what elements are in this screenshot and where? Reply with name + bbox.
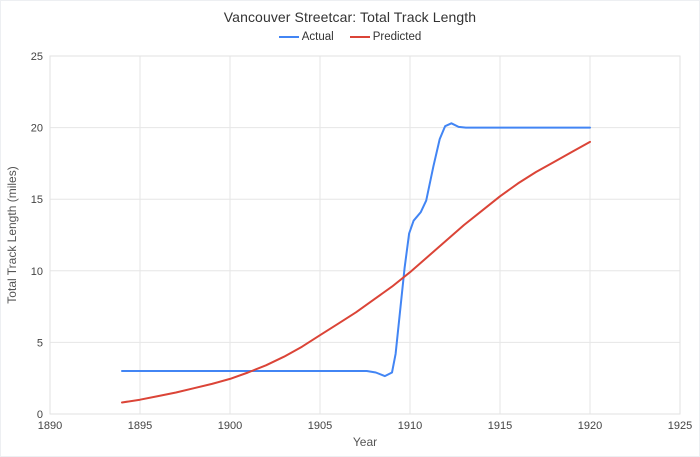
x-tick-label: 1920 <box>578 420 602 432</box>
y-tick-label: 0 <box>37 409 43 421</box>
x-axis-title: Year <box>353 435 377 449</box>
plot-area-border <box>49 55 681 415</box>
series-line-predicted <box>121 140 591 404</box>
chart-title: Vancouver Streetcar: Total Track Length <box>223 9 477 25</box>
legend-label: Predicted <box>372 31 422 43</box>
chart-legend: Actual Predicted <box>1 31 699 43</box>
x-tick-label: 1890 <box>38 420 62 432</box>
legend-label: Actual <box>301 31 334 43</box>
x-tick-label: 1915 <box>488 420 512 432</box>
y-tick-label: 15 <box>31 194 43 206</box>
y-tick-label: 5 <box>37 337 43 349</box>
series-line-actual <box>121 122 591 378</box>
x-tick-label: 1910 <box>398 420 422 432</box>
y-tick-label: 10 <box>31 266 43 278</box>
x-tick-label: 1905 <box>308 420 332 432</box>
x-tick-label: 1900 <box>218 420 242 432</box>
legend-item-actual: Actual <box>278 31 334 43</box>
x-tick-label: 1925 <box>668 420 692 432</box>
y-tick-label: 25 <box>31 51 43 63</box>
y-axis-title: Total Track Length (miles) <box>5 166 19 303</box>
legend-line-swatch <box>278 36 299 38</box>
y-tick-label: 20 <box>31 123 43 135</box>
legend-line-swatch <box>349 36 370 38</box>
legend-item-predicted: Predicted <box>349 31 422 43</box>
x-tick-label: 1895 <box>128 420 152 432</box>
